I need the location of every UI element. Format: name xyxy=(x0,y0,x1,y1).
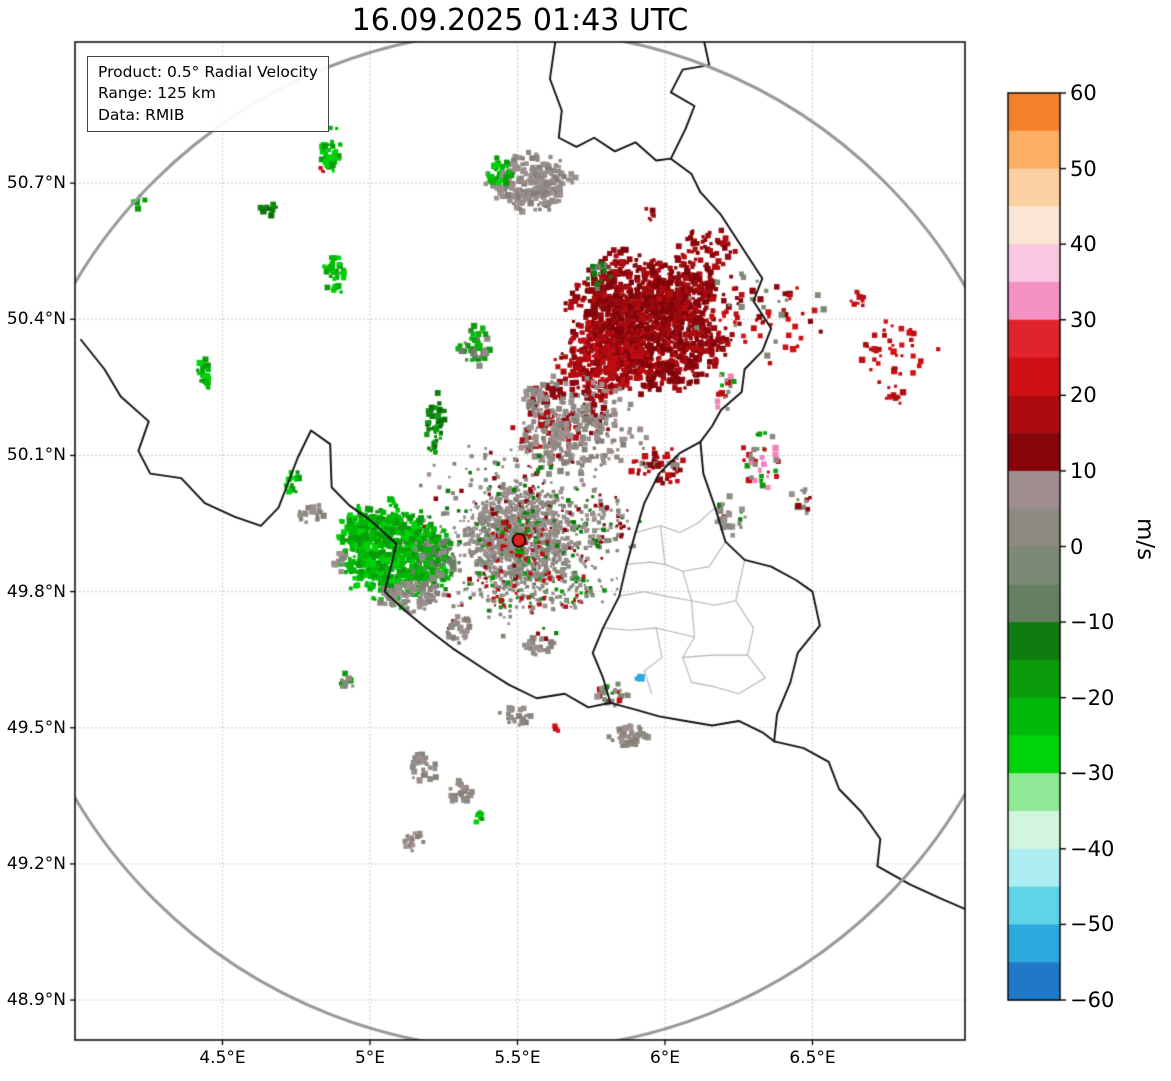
colorbar-unit-label: m/s xyxy=(1132,518,1158,561)
info-product-line: Product: 0.5° Radial Velocity xyxy=(98,63,318,81)
info-range-line: Range: 125 km xyxy=(98,84,216,103)
product-info-box: Product: 0.5° Radial Velocity Range: 125… xyxy=(87,56,329,133)
figure-title: 16.09.2025 01:43 UTC xyxy=(351,3,689,38)
info-data-line: Data: RMIB xyxy=(98,105,185,124)
